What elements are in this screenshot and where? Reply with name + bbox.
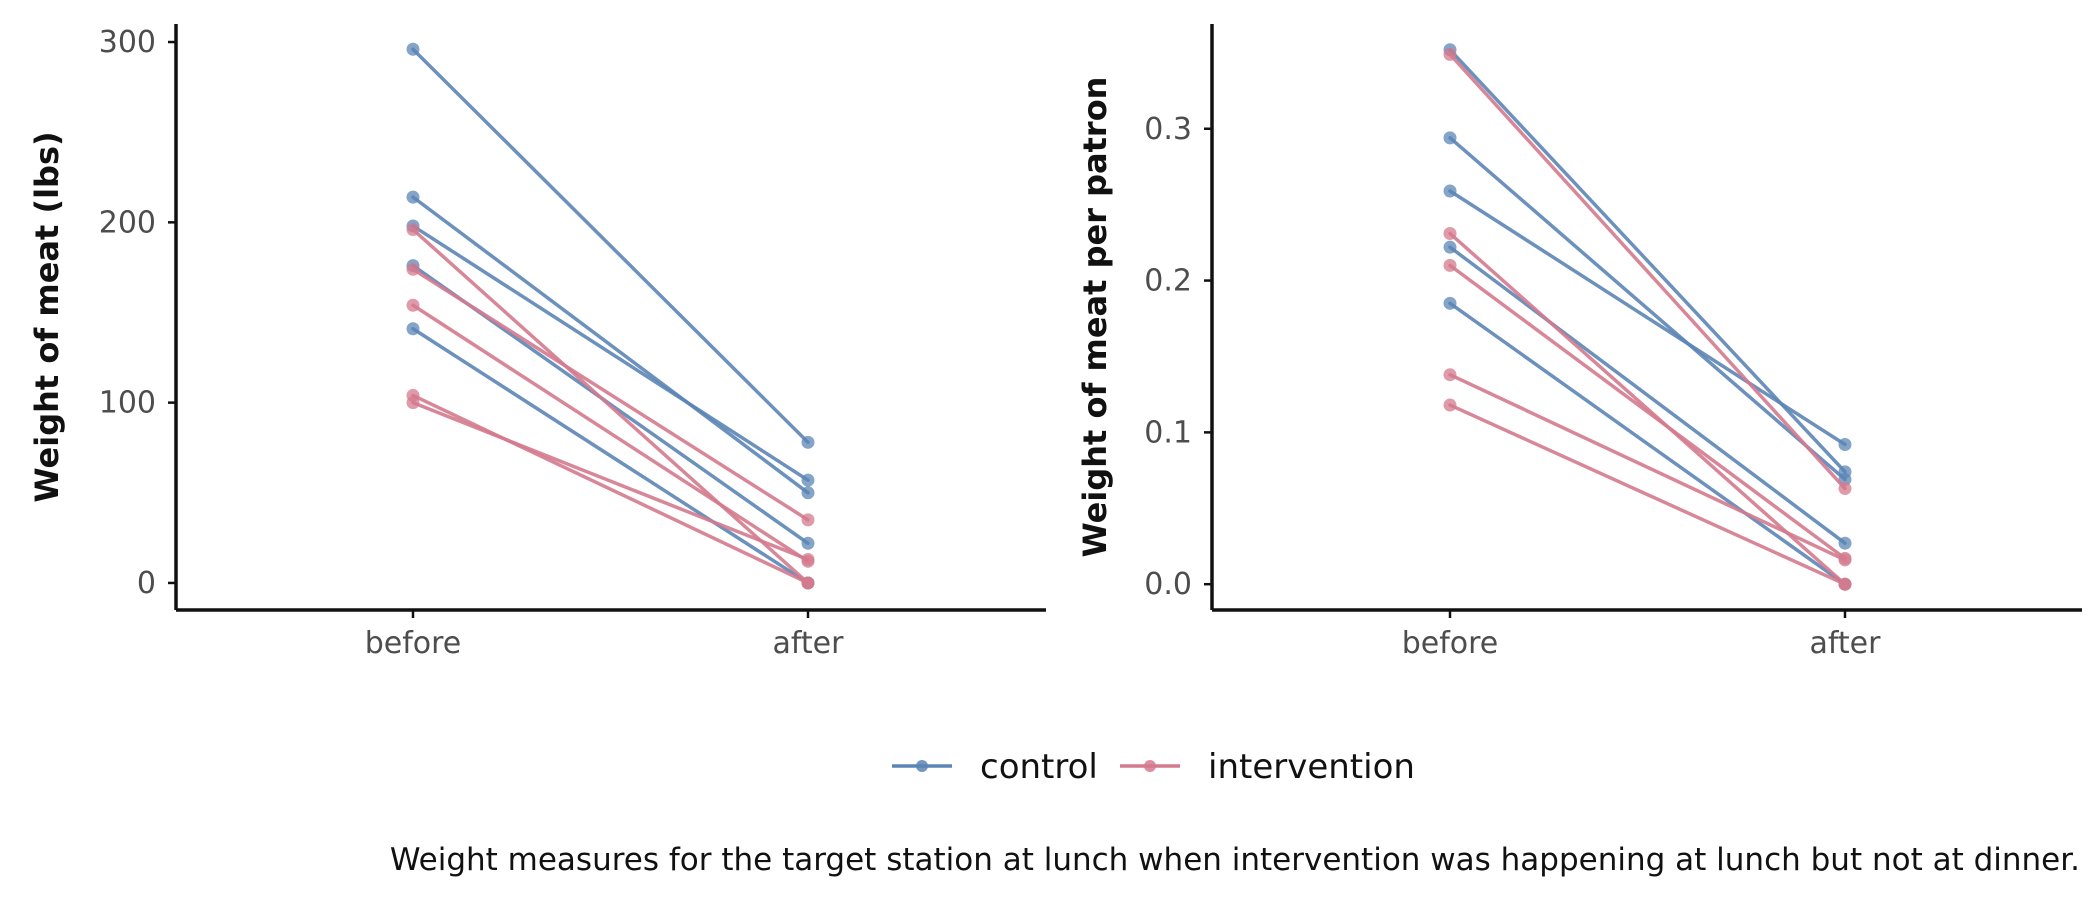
series-intervention-9 — [1443, 398, 1852, 591]
y-axis-title: Weight of meat (lbs) — [28, 131, 66, 502]
series-intervention-9 — [406, 396, 815, 567]
data-point — [406, 262, 420, 276]
series-line — [411, 393, 810, 585]
series-line — [1448, 263, 1847, 561]
series-control-1 — [1443, 131, 1852, 486]
data-point — [1443, 47, 1457, 61]
series-control-2 — [406, 219, 815, 487]
series-line — [411, 267, 810, 522]
series-line — [1448, 52, 1847, 491]
data-point — [801, 473, 815, 487]
data-point — [801, 553, 815, 567]
series-line — [1448, 372, 1847, 562]
data-point — [1443, 398, 1457, 412]
series-intervention-6 — [406, 262, 815, 527]
data-point — [406, 322, 420, 336]
series-control-0 — [406, 42, 815, 449]
legend: control intervention — [892, 747, 1415, 787]
data-point — [1443, 240, 1457, 254]
y-tick-label: 0.3 — [1144, 112, 1192, 147]
series-line — [411, 303, 810, 564]
right-panel-weight-per-patron: 0.0 0.1 0.2 0.3 before after Weight of meat pe… — [1076, 24, 2082, 661]
x-tick-label-before: before — [365, 626, 462, 661]
x-tick-label-before: before — [1402, 626, 1499, 661]
x-tick-label-after: after — [773, 626, 845, 661]
series-control-3 — [1443, 240, 1852, 550]
y-tick-label: 300 — [99, 25, 156, 60]
series-intervention-8 — [406, 388, 815, 590]
data-point — [801, 435, 815, 449]
data-point — [406, 42, 420, 56]
data-point — [801, 536, 815, 550]
data-point — [1838, 553, 1852, 567]
data-point — [1838, 577, 1852, 591]
data-point — [1443, 227, 1457, 241]
y-tick-label: 0.2 — [1144, 264, 1192, 299]
series-line — [411, 195, 810, 495]
legend-dot-intervention — [1144, 760, 1156, 772]
data-point — [1443, 296, 1457, 310]
series-line — [1448, 403, 1847, 586]
data-point — [1838, 536, 1852, 550]
data-point — [1443, 368, 1457, 382]
series-line — [411, 227, 810, 585]
y-tick-label: 0.0 — [1144, 567, 1192, 602]
series-intervention-5 — [1443, 47, 1852, 496]
series-control-1 — [406, 190, 815, 500]
legend-item-control: control — [892, 747, 1098, 787]
legend-item-intervention: intervention — [1120, 747, 1415, 787]
y-tick-label: 200 — [99, 205, 156, 240]
series-line — [1448, 136, 1847, 482]
data-point — [406, 298, 420, 312]
series-control-4 — [1443, 296, 1852, 591]
data-point — [1443, 131, 1457, 145]
data-point — [801, 513, 815, 527]
data-point — [406, 396, 420, 410]
data-point — [1838, 482, 1852, 496]
series-intervention-5 — [406, 223, 815, 590]
legend-dot-control — [916, 760, 928, 772]
data-point — [1838, 438, 1852, 452]
series-line — [1448, 245, 1847, 545]
series-control-2 — [1443, 184, 1852, 452]
y-tick-label: 0.1 — [1144, 415, 1192, 450]
series-control-4 — [406, 322, 815, 590]
series-line — [1448, 301, 1847, 586]
series-line — [1448, 231, 1847, 586]
data-point — [1443, 184, 1457, 198]
data-point — [406, 190, 420, 204]
series-intervention-7 — [406, 298, 815, 568]
y-tick-label: 100 — [99, 386, 156, 421]
series-line — [411, 400, 810, 562]
x-tick-label-after: after — [1810, 626, 1882, 661]
legend-label-intervention: intervention — [1208, 747, 1415, 787]
y-tick-label: 0 — [137, 566, 156, 601]
data-point — [801, 486, 815, 500]
series-line — [411, 326, 810, 585]
series-intervention-8 — [1443, 368, 1852, 567]
left-panel-weight-of-meat: 0 100 200 300 before after Weight of meat (lbs… — [28, 24, 1046, 661]
y-axis-title: Weight of meat per patron — [1076, 77, 1114, 558]
series-line — [411, 47, 810, 445]
data-point — [1443, 258, 1457, 272]
legend-label-control: control — [980, 747, 1098, 787]
series-line — [411, 224, 810, 482]
data-point — [406, 223, 420, 237]
data-point — [801, 576, 815, 590]
series-line — [1448, 189, 1847, 447]
caption: Weight measures for the target station a… — [390, 842, 2080, 878]
